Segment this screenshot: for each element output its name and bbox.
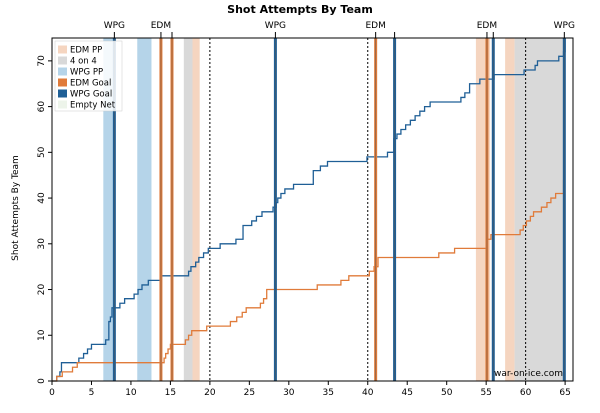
- x-tick-label: 10: [125, 388, 137, 398]
- legend-swatch: [58, 89, 67, 98]
- plot-frame: [51, 37, 574, 382]
- legend-label: EDM Goal: [70, 79, 111, 89]
- series-line-edm: [52, 179, 565, 382]
- goal-label-edm: EDM: [477, 21, 497, 31]
- series-lines: [52, 38, 566, 382]
- y-tick-label: 30: [37, 238, 47, 250]
- goal-label-edm: EDM: [365, 21, 385, 31]
- legend-swatch: [58, 78, 67, 87]
- y-tick-label: 40: [37, 192, 47, 204]
- x-tick-label: 35: [323, 388, 334, 398]
- x-axis-ticks: 0 5 10 15 20 25 30 35 40 45 50 55 60 65: [49, 381, 571, 398]
- x-tick-label: 40: [362, 388, 374, 398]
- x-tick-label: 0: [49, 388, 55, 398]
- series-line-wpg: [52, 38, 566, 382]
- legend-label: WPG PP: [70, 68, 103, 78]
- y-axis-ticks: 0 10 20 30 40 50 60 70: [37, 55, 52, 384]
- legend-label: 4 on 4: [70, 57, 97, 67]
- goal-label-wpg: WPG: [104, 21, 125, 31]
- goal-label-wpg: WPG: [554, 21, 575, 31]
- x-tick-label: 25: [244, 388, 255, 398]
- shaded-region-edm-pp: [192, 38, 200, 381]
- period-lines: [209, 38, 527, 381]
- y-tick-label: 0: [37, 378, 47, 384]
- legend-swatch: [58, 100, 67, 109]
- legend-swatch: [58, 56, 67, 65]
- y-axis-label: Shot Attempts By Team: [11, 155, 21, 261]
- goal-label-wpg: WPG: [265, 21, 286, 31]
- x-tick-label: 15: [165, 388, 176, 398]
- shaded-region-wpg-pp: [103, 38, 115, 381]
- y-tick-label: 60: [37, 101, 47, 113]
- shaded-region-edm-pp: [505, 38, 515, 381]
- goal-labels: WPG EDM WPG EDM EDM WPG: [104, 21, 575, 38]
- shaded-region-wpg-pp: [137, 38, 152, 381]
- x-tick-label: 60: [520, 388, 532, 398]
- x-tick-label: 20: [204, 388, 216, 398]
- shaded-regions: [103, 38, 565, 381]
- chart-title: Shot Attempts By Team: [227, 3, 373, 16]
- x-tick-label: 65: [559, 388, 570, 398]
- y-tick-label: 50: [37, 146, 47, 158]
- legend-label: Empty Net: [70, 101, 116, 111]
- x-tick-label: 50: [441, 388, 453, 398]
- x-tick-label: 5: [89, 388, 95, 398]
- credit-text: war-on-ice.com: [494, 369, 563, 379]
- x-tick-label: 30: [283, 388, 295, 398]
- x-tick-label: 55: [480, 388, 491, 398]
- legend-swatch: [58, 67, 67, 76]
- goal-lines: [112, 38, 566, 381]
- y-tick-label: 10: [37, 329, 47, 341]
- y-tick-label: 20: [37, 284, 47, 296]
- legend-label: WPG Goal: [70, 90, 112, 100]
- legend-swatch: [58, 45, 67, 54]
- shaded-region-4-on-4: [514, 38, 565, 381]
- y-tick-label: 70: [37, 55, 47, 67]
- legend-label: EDM PP: [70, 46, 102, 56]
- goal-label-edm: EDM: [151, 21, 171, 31]
- x-tick-label: 45: [402, 388, 413, 398]
